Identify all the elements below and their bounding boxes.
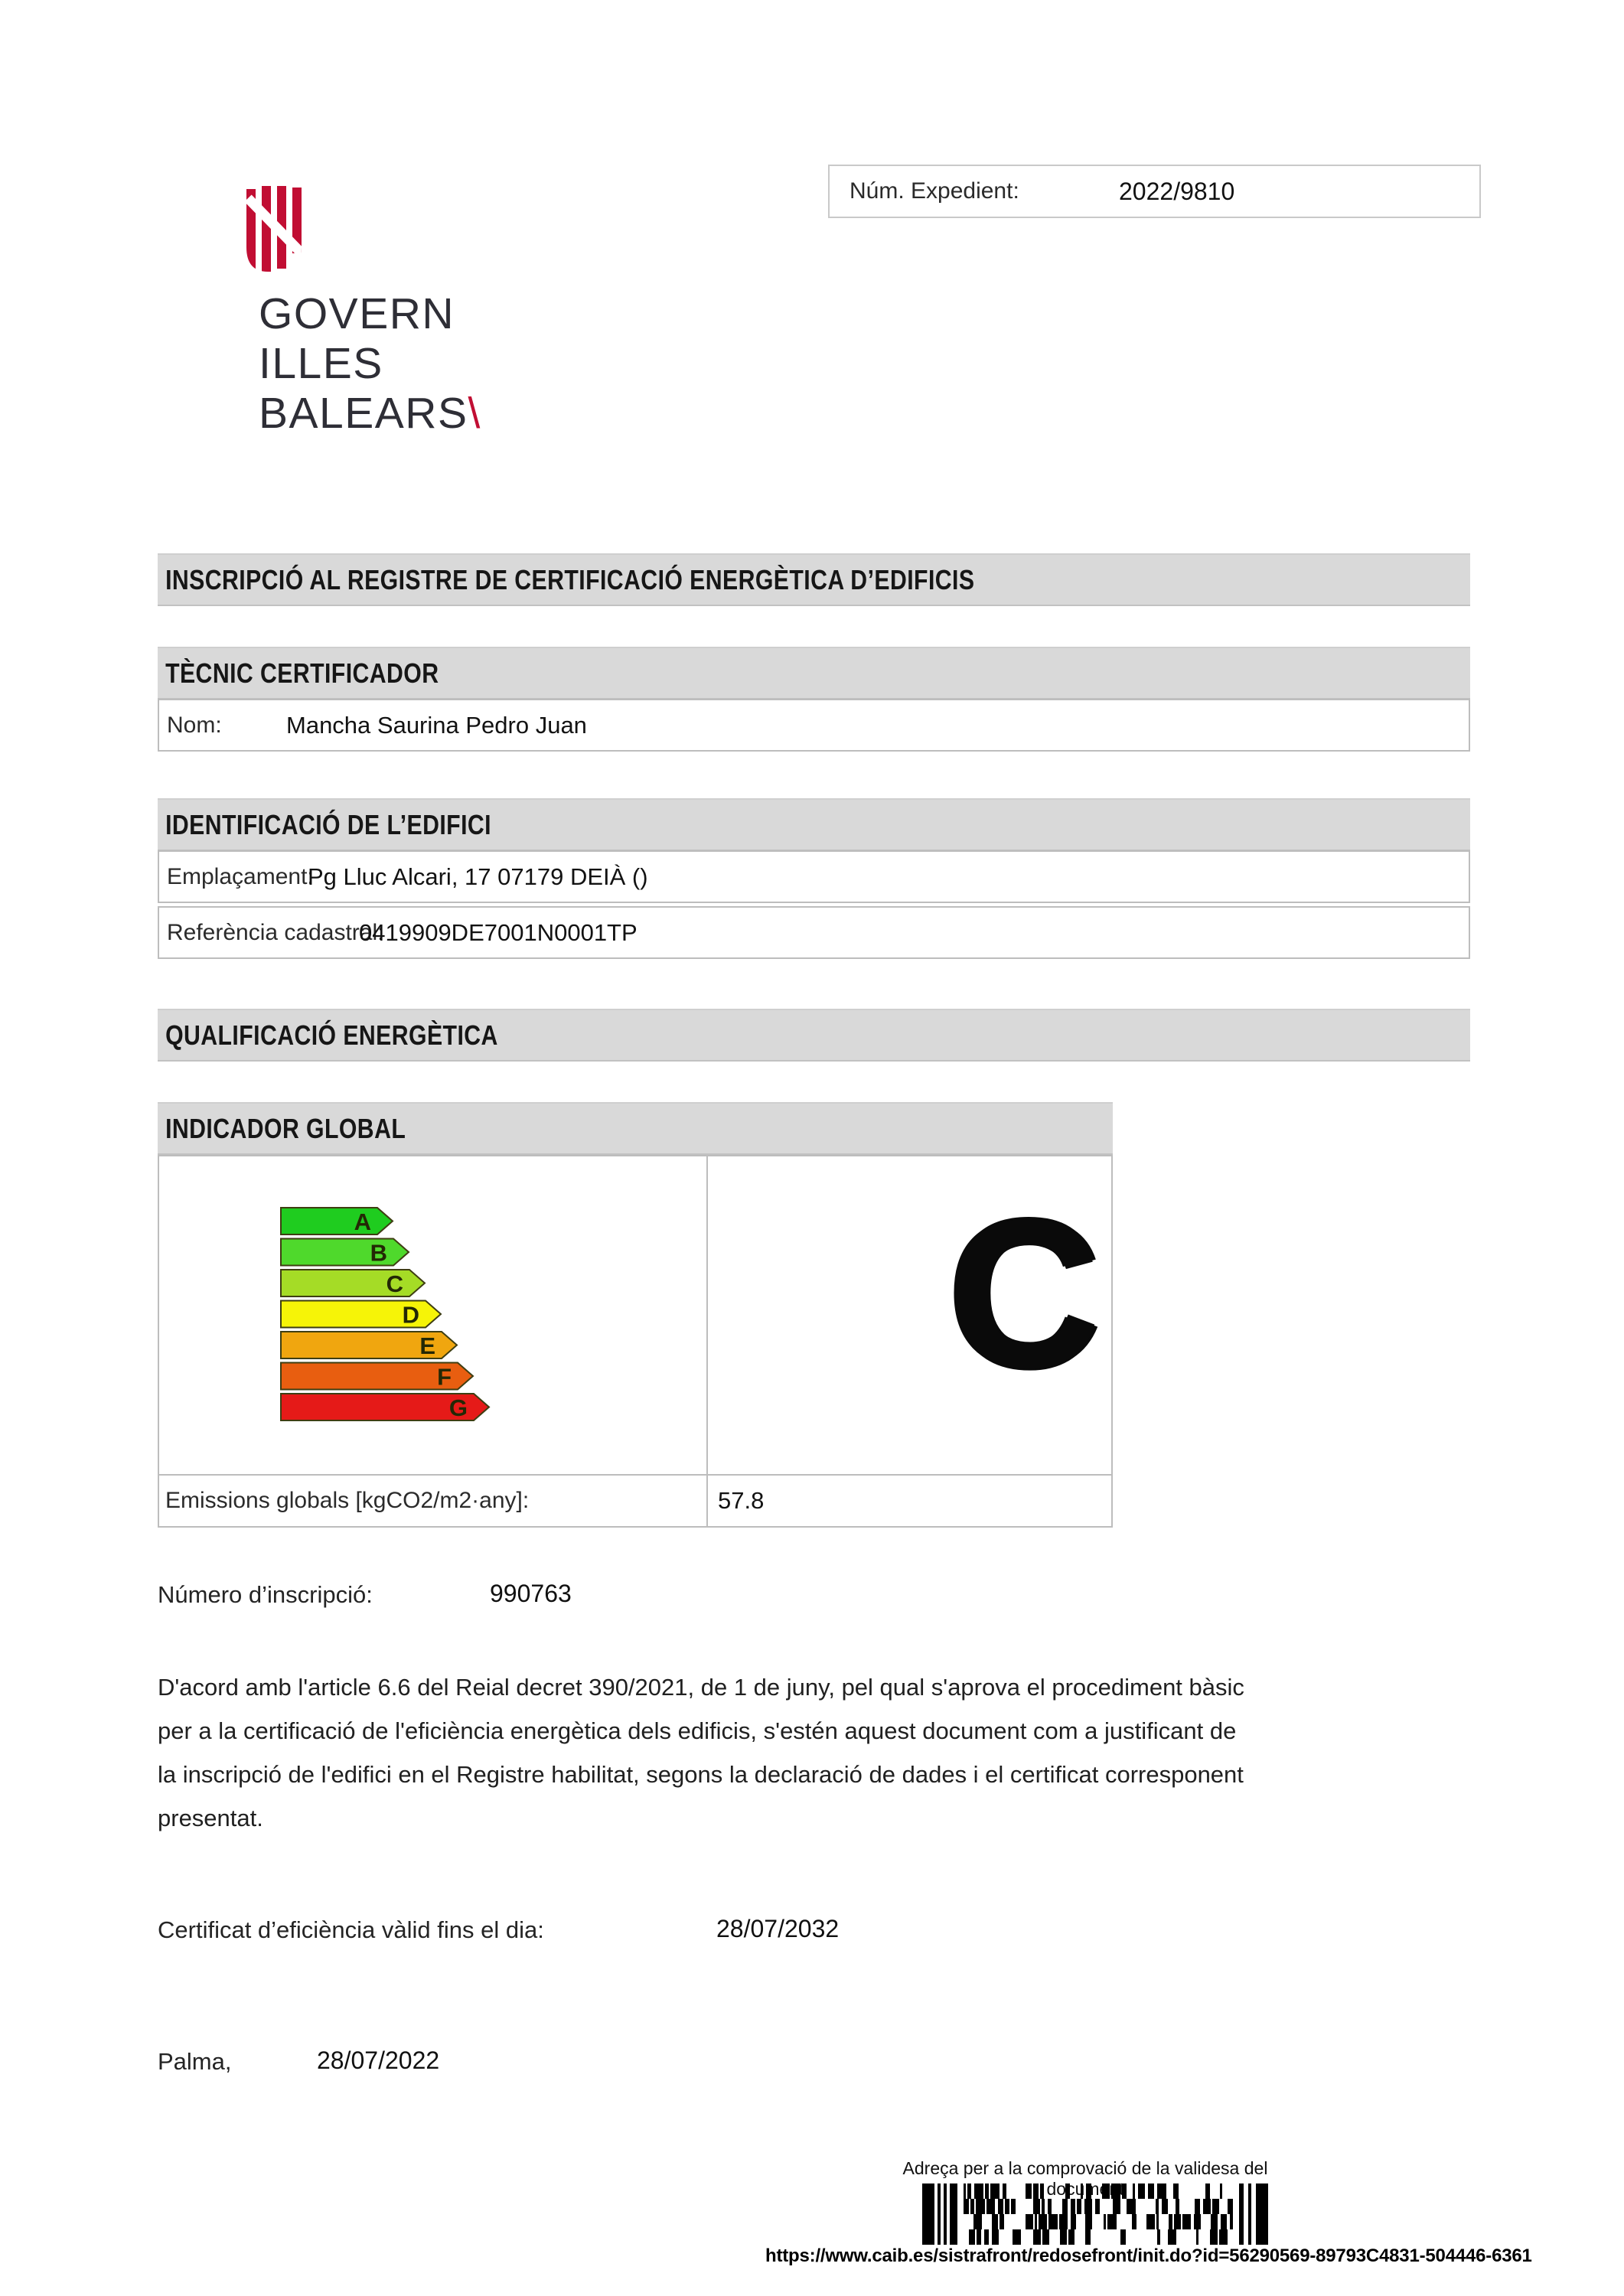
- logo-slash-icon: \: [468, 389, 481, 438]
- signature-line: Palma, 28/07/2022: [158, 2047, 846, 2082]
- referencia-row: Referència cadastral: 0419909DE7001N0001…: [158, 906, 1470, 959]
- edifici-section-bar: IDENTIFICACIÓ DE L’EDIFICI: [158, 798, 1470, 851]
- govern-illes-balears-logo-icon: [246, 186, 302, 272]
- emplacament-value: Pg Lluc Alcari, 17 07179 DEIÀ (): [308, 863, 648, 890]
- nom-row: Nom: Mancha Saurina Pedro Juan: [158, 699, 1470, 752]
- expedient-box: Núm. Expedient: 2022/9810: [828, 165, 1481, 218]
- validity-label: Certificat d’eficiència vàlid fins el di…: [158, 1916, 544, 1943]
- qualificacio-title: QUALIFICACIÓ ENERGÈTICA: [165, 1019, 498, 1051]
- inscripcio-line: Número d’inscripció: 990763: [158, 1580, 1076, 1615]
- main-title: INSCRIPCIÓ AL REGISTRE DE CERTIFICACIÓ E…: [165, 564, 975, 595]
- indicador-cell-divider: [706, 1156, 708, 1474]
- verification-url: https://www.caib.es/sistrafront/redosefr…: [765, 2245, 1532, 2266]
- emissions-row: Emissions globals [kgCO2/m2·any]: 57.8: [158, 1474, 1113, 1528]
- expedient-value: 2022/9810: [1119, 178, 1235, 205]
- logo-wordmark: GOVERN ILLES BALEARS\: [259, 289, 481, 439]
- logo-line-balears: BALEARS\: [259, 389, 481, 438]
- inscripcio-label: Número d’inscripció:: [158, 1581, 373, 1608]
- svg-text:E: E: [419, 1332, 435, 1359]
- referencia-label: Referència cadastral:: [167, 920, 384, 945]
- referencia-value: 0419909DE7001N0001TP: [359, 919, 638, 946]
- edifici-title: IDENTIFICACIÓ DE L’EDIFICI: [165, 809, 491, 840]
- date-value: 28/07/2022: [317, 2047, 440, 2074]
- validity-line: Certificat d’eficiència vàlid fins el di…: [158, 1915, 1229, 1950]
- svg-text:D: D: [403, 1302, 419, 1329]
- svg-text:C: C: [386, 1270, 403, 1297]
- qualificacio-section-bar: QUALIFICACIÓ ENERGÈTICA: [158, 1009, 1470, 1062]
- inscripcio-value: 990763: [490, 1580, 572, 1607]
- emplacament-label: Emplaçament:: [167, 864, 314, 889]
- emissions-value: 57.8: [718, 1487, 765, 1514]
- nom-label: Nom:: [167, 713, 222, 738]
- svg-text:F: F: [437, 1364, 452, 1391]
- emplacament-row: Emplaçament: Pg Lluc Alcari, 17 07179 DE…: [158, 850, 1470, 903]
- energy-rating-letter: C: [948, 1176, 1101, 1411]
- barcode: [922, 2183, 1268, 2245]
- logo-line-illes: ILLES: [259, 339, 383, 388]
- tecnic-title: TÈCNIC CERTIFICADOR: [165, 657, 439, 689]
- indicador-title: INDICADOR GLOBAL: [165, 1113, 406, 1144]
- verify-label: Adreça per a la comprovació de la valide…: [902, 2158, 1268, 2199]
- main-title-bar: INSCRIPCIÓ AL REGISTRE DE CERTIFICACIÓ E…: [158, 553, 1470, 606]
- rating-cell: C: [708, 1156, 1111, 1474]
- svg-text:B: B: [370, 1240, 387, 1267]
- indicador-header-bar: INDICADOR GLOBAL: [158, 1102, 1113, 1155]
- tecnic-section-bar: TÈCNIC CERTIFICADOR: [158, 647, 1470, 700]
- emissions-label: Emissions globals [kgCO2/m2·any]:: [165, 1488, 530, 1513]
- validity-value: 28/07/2032: [716, 1915, 840, 1942]
- emissions-cell-divider: [706, 1476, 708, 1526]
- logo-line-govern: GOVERN: [259, 289, 455, 338]
- svg-text:A: A: [354, 1208, 371, 1235]
- legal-text: D'acord amb l'article 6.6 del Reial decr…: [158, 1674, 1244, 1831]
- svg-text:G: G: [449, 1394, 468, 1421]
- nom-value: Mancha Saurina Pedro Juan: [286, 712, 587, 739]
- expedient-label: Núm. Expedient:: [850, 178, 1019, 204]
- place-label: Palma,: [158, 2048, 232, 2075]
